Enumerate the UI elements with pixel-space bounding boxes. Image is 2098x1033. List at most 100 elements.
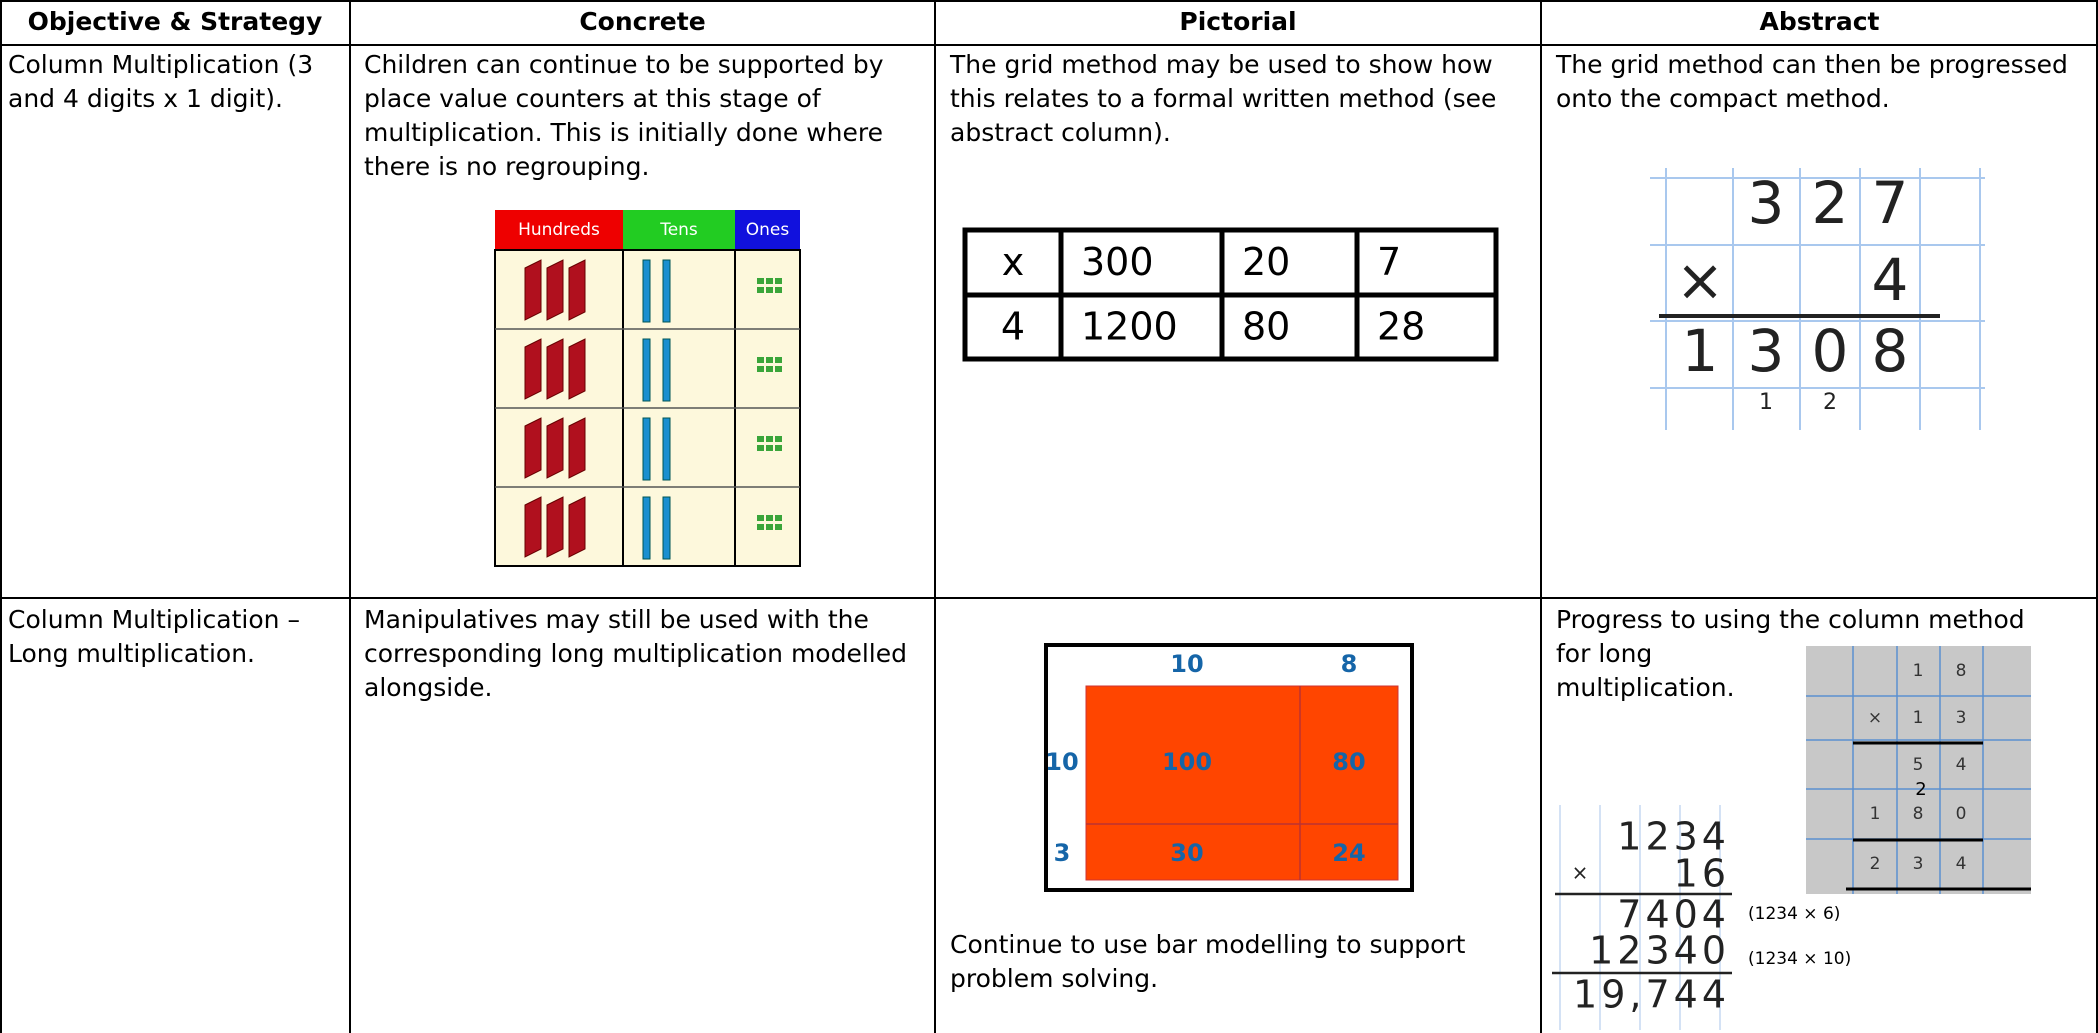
- label: 12340: [1589, 929, 1730, 973]
- column-header: Objective & Strategy: [27, 7, 323, 36]
- shape: [757, 524, 764, 530]
- pictorial-text: The grid method may be used to show how …: [950, 50, 1497, 147]
- hundreds-block: [568, 417, 586, 479]
- abstract-line: Progress to using the column method: [1556, 605, 2025, 634]
- label: 7: [1872, 169, 1909, 237]
- hundreds-block: [546, 259, 564, 321]
- hundreds-block: [524, 496, 542, 558]
- label: 8: [1341, 650, 1358, 678]
- hundreds-block: [568, 259, 586, 321]
- abstract-text: The grid method can then be progressed o…: [1556, 50, 2068, 113]
- shape: [766, 287, 773, 293]
- shape: [662, 417, 671, 481]
- shape: [757, 287, 764, 293]
- label: Ones: [746, 220, 790, 240]
- label: 1200: [1081, 305, 1178, 349]
- hundreds-block: [524, 338, 542, 400]
- label: 0: [1812, 317, 1849, 385]
- shape: [775, 515, 782, 521]
- label: 0: [1956, 804, 1967, 824]
- shape: [766, 436, 773, 442]
- label: 1: [1913, 661, 1924, 681]
- label: 2: [1870, 854, 1881, 874]
- label: (1234 × 6): [1748, 904, 1840, 924]
- label: 3: [1748, 169, 1785, 237]
- column-header: Pictorial: [1179, 7, 1297, 36]
- label: 80: [1242, 305, 1290, 349]
- label: 16: [1674, 852, 1730, 896]
- label: 3: [1054, 839, 1071, 867]
- shape: [662, 259, 671, 323]
- concrete-text: Children can continue to be supported by…: [364, 50, 884, 181]
- label: 1: [1913, 708, 1924, 728]
- objective: Column Multiplication (3 and 4 digits x …: [8, 50, 314, 113]
- label: 2: [1915, 779, 1926, 800]
- column-header: Concrete: [579, 7, 706, 36]
- shape: [662, 338, 671, 402]
- label: 300: [1081, 240, 1154, 284]
- rule: [934, 0, 936, 1033]
- objective: Column Multiplication – Long multiplicat…: [8, 605, 300, 668]
- shape: [775, 366, 782, 372]
- rule: [0, 0, 2, 1033]
- label: 10: [1045, 748, 1078, 776]
- label: 8: [1872, 317, 1909, 385]
- shape: [775, 445, 782, 451]
- shape: [766, 278, 773, 284]
- label: 7: [1377, 240, 1401, 284]
- pictorial-text: Continue to use bar modelling to support…: [950, 930, 1466, 993]
- hundreds-block: [546, 417, 564, 479]
- rule: [349, 0, 351, 1033]
- shape: [766, 524, 773, 530]
- label: 5: [1913, 755, 1924, 775]
- shape: [775, 436, 782, 442]
- shape: [642, 496, 651, 560]
- shape: [757, 445, 764, 451]
- shape: [766, 357, 773, 363]
- shape: [766, 366, 773, 372]
- shape: [775, 357, 782, 363]
- abstract-line: multiplication.: [1556, 673, 1735, 702]
- label: 10: [1170, 650, 1203, 678]
- label: 4: [1001, 305, 1025, 349]
- label: 3: [1956, 708, 1967, 728]
- shape: [662, 496, 671, 560]
- label: Tens: [659, 220, 698, 240]
- label: 20: [1242, 240, 1290, 284]
- shape: [775, 278, 782, 284]
- rule: [2096, 0, 2098, 1033]
- rule: [0, 0, 2098, 2]
- shape: [775, 524, 782, 530]
- shape: [623, 210, 735, 250]
- label: 1: [1759, 390, 1773, 415]
- label: ×: [1676, 246, 1725, 314]
- rule: [0, 44, 2098, 46]
- label: 4: [1956, 755, 1967, 775]
- label: 8: [1913, 804, 1924, 824]
- shape: [1806, 646, 2031, 894]
- label: ×: [1572, 861, 1589, 885]
- shape: [757, 357, 764, 363]
- label: 28: [1377, 305, 1425, 349]
- label: 80: [1332, 748, 1365, 776]
- hundreds-block: [524, 259, 542, 321]
- label: 1: [1870, 804, 1881, 824]
- label: 7404: [1617, 893, 1730, 937]
- rule: [1540, 0, 1542, 1033]
- shape: [495, 210, 623, 250]
- label: 30: [1170, 839, 1203, 867]
- label: 4: [1956, 854, 1967, 874]
- hundreds-block: [524, 417, 542, 479]
- label: 2: [1823, 390, 1837, 415]
- shape: [757, 278, 764, 284]
- label: x: [1002, 240, 1025, 284]
- label: 8: [1956, 661, 1967, 681]
- rule: [0, 597, 2098, 599]
- hundreds-block: [568, 496, 586, 558]
- label: 24: [1332, 839, 1365, 867]
- label: 3: [1913, 854, 1924, 874]
- label: 1: [1682, 317, 1719, 385]
- shape: [766, 515, 773, 521]
